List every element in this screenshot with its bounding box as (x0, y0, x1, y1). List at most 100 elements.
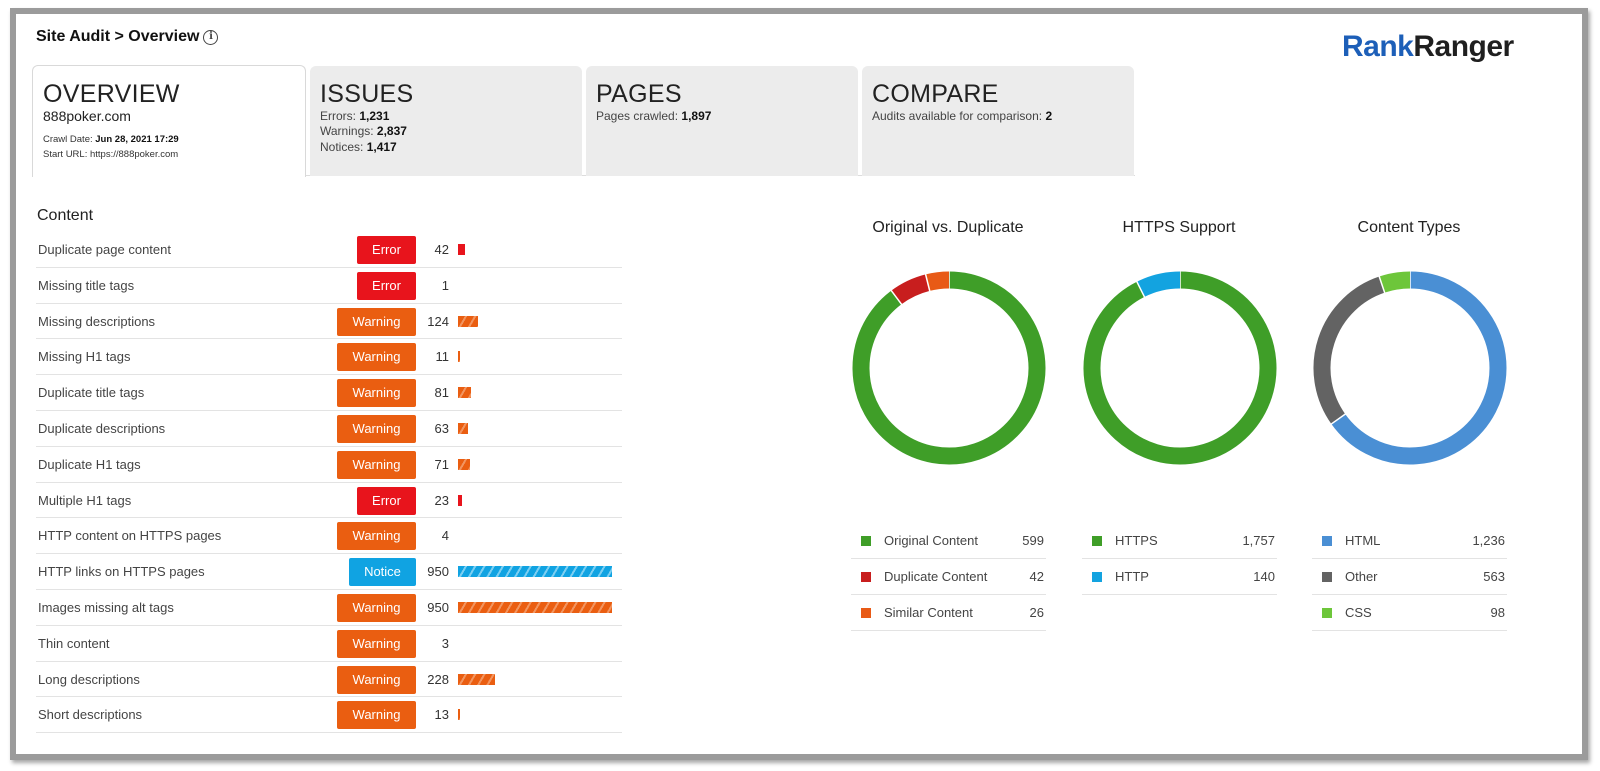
legend-original-vs-duplicate: Original Content 599 Duplicate Content 42 Si… (851, 523, 1046, 631)
issue-count: 81 (434, 385, 449, 401)
warning-badge: Warning (337, 701, 416, 730)
table-row[interactable]: HTTP content on HTTPS pages Warning 4 (36, 518, 622, 555)
issue-count-bar (458, 422, 469, 434)
legend-label: Original Content (884, 533, 978, 548)
issue-label: Duplicate title tags (38, 385, 145, 401)
legend-label: HTTP (1115, 569, 1149, 584)
issue-label: Multiple H1 tags (38, 492, 132, 508)
crawl-date-label: Crawl Date: (43, 133, 93, 145)
legend-item[interactable]: HTML 1,236 (1312, 523, 1507, 559)
table-row[interactable]: Multiple H1 tags Error 23 (36, 483, 622, 519)
table-row[interactable]: Duplicate title tags Warning 81 (36, 375, 622, 411)
issues-errors: Errors: 1,231 (320, 109, 582, 125)
error-badge: Error (357, 236, 416, 264)
issue-label: Duplicate H1 tags (38, 456, 141, 472)
table-row[interactable]: Short descriptions Warning 13 (36, 697, 622, 734)
donut-slice-separator (1329, 412, 1347, 426)
warning-badge: Warning (337, 307, 416, 336)
error-badge: Error (357, 486, 416, 515)
start-url-label: Start URL: (43, 148, 88, 160)
issue-count: 4 (441, 528, 449, 544)
donut-slice-https[interactable] (1083, 271, 1277, 465)
donut-slice-css[interactable] (1379, 271, 1411, 293)
legend-value: 26 (1029, 605, 1044, 620)
pages-crawled-label: Pages crawled: (596, 108, 679, 123)
issues-warnings-value: 2,837 (376, 124, 407, 139)
legend-swatch (861, 572, 871, 582)
error-badge: Error (357, 271, 416, 300)
table-row[interactable]: Duplicate page content Error 42 (36, 232, 622, 268)
legend-item[interactable]: HTTP 140 (1082, 559, 1277, 595)
info-icon[interactable]: i (203, 29, 219, 45)
warning-badge: Warning (337, 414, 416, 443)
issue-count-bar (458, 601, 612, 613)
legend-item[interactable]: Other 563 (1312, 559, 1507, 595)
issue-count: 63 (434, 420, 449, 436)
table-row[interactable]: Thin content Warning 3 (36, 626, 622, 662)
legend-swatch (1092, 536, 1102, 546)
warning-badge: Warning (337, 522, 416, 551)
tab-overview-domain: 888poker.com (43, 107, 131, 124)
table-row[interactable]: Images missing alt tags Warning 950 (36, 590, 622, 626)
issues-warnings-label: Warnings: (320, 124, 374, 139)
warning-badge: Warning (337, 450, 416, 479)
donut-slice-similar-content[interactable] (925, 271, 950, 291)
table-row[interactable]: Missing descriptions Warning 124 (36, 304, 622, 340)
legend-item[interactable]: Original Content 599 (851, 523, 1046, 559)
issue-count-bar (458, 458, 470, 470)
table-row[interactable]: Duplicate descriptions Warning 63 (36, 411, 622, 447)
pages-crawled: Pages crawled: 1,897 (596, 109, 858, 125)
issue-count-bar (458, 351, 460, 363)
warning-badge: Warning (337, 629, 416, 658)
legend-item[interactable]: Similar Content 26 (851, 595, 1046, 631)
table-row[interactable]: Missing H1 tags Warning 11 (36, 339, 622, 376)
compare-available-label: Audits available for comparison: (872, 108, 1043, 123)
table-row[interactable]: Long descriptions Warning 228 (36, 662, 622, 698)
donut-slice-html[interactable] (1331, 271, 1507, 465)
start-url-value: https://888poker.com (90, 148, 179, 160)
logo-ranger: Ranger (1413, 30, 1514, 63)
content-issues-table: Duplicate page content Error 42 Missing tit… (36, 232, 622, 734)
legend-value: 599 (1022, 533, 1044, 548)
breadcrumb-text: Site Audit > Overview (36, 28, 200, 45)
issue-label: Missing title tags (38, 277, 135, 293)
legend-swatch (1322, 572, 1332, 582)
tab-overview[interactable]: OVERVIEW 888poker.com Crawl Date: Jun 28… (32, 65, 306, 177)
issue-count: 42 (434, 242, 449, 257)
tab-pages-title: PAGES (596, 80, 682, 108)
legend-item[interactable]: CSS 98 (1312, 595, 1507, 631)
tab-compare[interactable]: COMPARE Audits available for comparison:… (862, 66, 1134, 176)
donut-slice-http[interactable] (1136, 271, 1181, 298)
legend-https-support: HTTPS 1,757 HTTP 140 (1082, 523, 1277, 595)
donut-slice-original-content[interactable] (852, 271, 1046, 465)
donut-slice-duplicate-content[interactable] (891, 274, 931, 305)
issue-count-bar (458, 673, 495, 685)
issue-label: Duplicate descriptions (38, 420, 166, 436)
issue-count: 124 (427, 313, 449, 329)
issues-errors-value: 1,231 (359, 108, 390, 123)
issue-count: 950 (427, 564, 449, 580)
tab-overview-title: OVERVIEW (43, 80, 180, 108)
issue-count: 950 (427, 599, 449, 615)
crawl-date: Crawl Date: Jun 28, 2021 17:29 (43, 132, 305, 147)
issue-count-bar (458, 566, 612, 578)
donut-slice-other[interactable] (1313, 276, 1385, 424)
legend-label: HTML (1345, 533, 1381, 548)
tab-issues[interactable]: ISSUES Errors: 1,231 Warnings: 2,837 Not… (310, 66, 582, 176)
legend-item[interactable]: HTTPS 1,757 (1082, 523, 1277, 559)
chart-title-original-vs-duplicate: Original vs. Duplicate (872, 219, 1024, 236)
table-row[interactable]: Missing title tags Error 1 (36, 268, 622, 304)
issue-count: 23 (434, 492, 449, 508)
legend-item[interactable]: Duplicate Content 42 (851, 559, 1046, 595)
table-row[interactable]: HTTP links on HTTPS pages Notice 950 (36, 554, 622, 590)
issue-label: Missing H1 tags (38, 349, 131, 365)
issue-label: Images missing alt tags (38, 599, 174, 615)
legend-swatch (1322, 608, 1332, 618)
tab-pages[interactable]: PAGES Pages crawled: 1,897 (586, 66, 858, 176)
breadcrumb: Site Audit > Overview i (36, 28, 219, 46)
legend-content-types: HTML 1,236 Other 563 CSS 98 (1312, 523, 1507, 631)
table-row[interactable]: Duplicate H1 tags Warning 71 (36, 447, 622, 483)
legend-value: 98 (1490, 605, 1505, 620)
pages-crawled-value: 1,897 (681, 108, 712, 123)
legend-value: 140 (1253, 569, 1275, 584)
